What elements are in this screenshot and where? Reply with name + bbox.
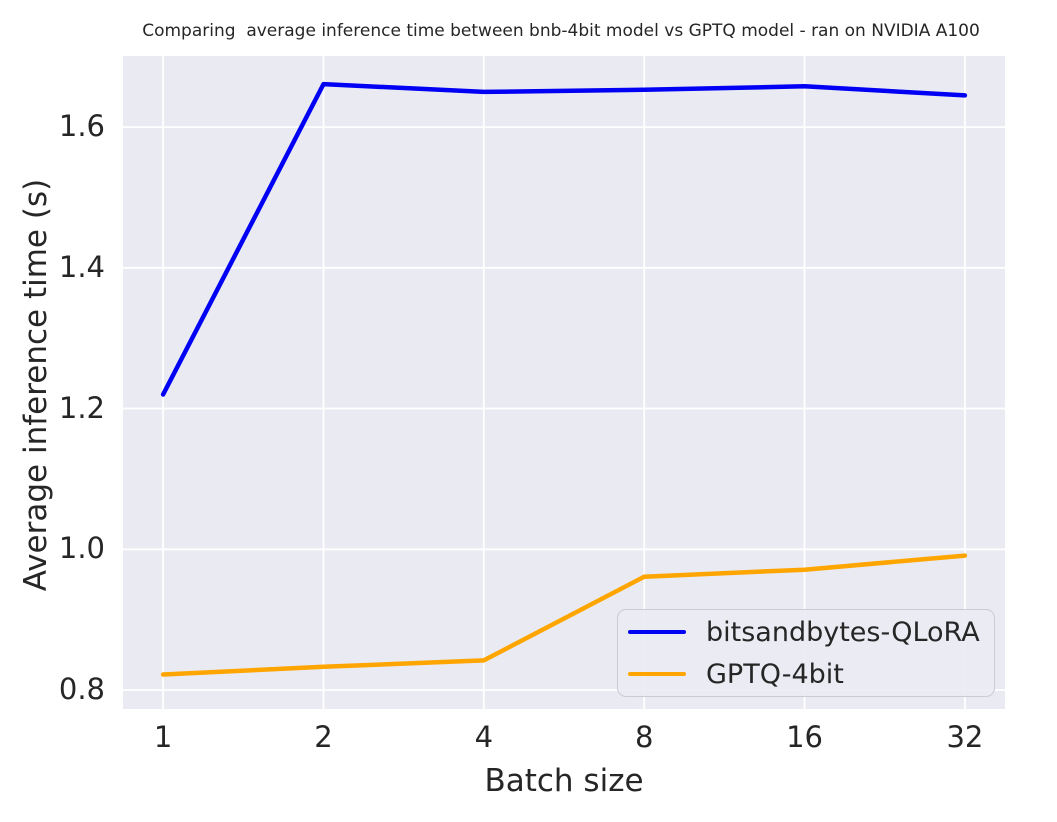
legend: bitsandbytes-QLoRA GPTQ-4bit <box>617 609 995 697</box>
legend-item: GPTQ-4bit <box>628 654 984 694</box>
legend-line-swatch-blue <box>628 629 686 635</box>
legend-label: bitsandbytes-QLoRA <box>706 616 980 648</box>
y-tick-label: 1.0 <box>58 531 105 566</box>
x-tick-label: 32 <box>946 720 984 754</box>
legend-line-swatch-orange <box>628 671 686 677</box>
plot-background <box>123 56 1005 709</box>
x-tick-label: 16 <box>786 720 823 754</box>
x-tick-label: 4 <box>474 720 494 754</box>
chart-title: Comparing average inference time between… <box>142 21 980 41</box>
y-axis-label: Average inference time (s) <box>18 178 54 592</box>
y-tick-label: 1.4 <box>58 249 105 284</box>
legend-label: GPTQ-4bit <box>706 658 844 690</box>
line-chart <box>123 56 1005 709</box>
x-axis-label: Batch size <box>484 763 644 799</box>
series-line-0 <box>160 81 968 397</box>
y-tick-label: 1.2 <box>58 390 105 425</box>
legend-item: bitsandbytes-QLoRA <box>628 612 984 652</box>
series-line-1 <box>160 553 968 677</box>
plot-area: bitsandbytes-QLoRA GPTQ-4bit <box>123 56 1005 709</box>
x-tick-label: 2 <box>314 720 333 754</box>
x-tick-label: 1 <box>153 720 173 754</box>
y-tick-label: 1.6 <box>58 109 105 144</box>
x-tick-label: 8 <box>634 720 654 754</box>
y-tick-label: 0.8 <box>58 672 105 707</box>
